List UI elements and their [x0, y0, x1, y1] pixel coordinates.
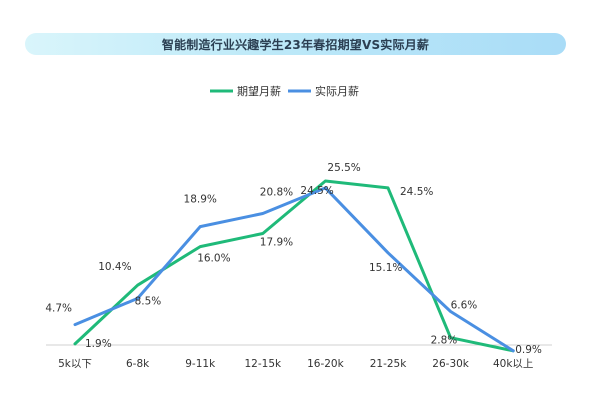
data-label: 2.8% — [431, 335, 458, 347]
series-line-0 — [73, 179, 515, 353]
x-tick-label: 16-20k — [307, 358, 345, 370]
data-label: 24.5% — [300, 185, 333, 197]
data-label: 18.9% — [184, 194, 217, 206]
series-line-1 — [73, 186, 515, 353]
data-label: 24.5% — [400, 186, 433, 198]
data-label: 20.8% — [260, 186, 293, 198]
data-label: 17.9% — [260, 236, 293, 248]
data-label: 1.9% — [85, 338, 112, 350]
legend-label-0: 期望月薪 — [237, 85, 281, 98]
data-label: 10.4% — [98, 261, 131, 273]
legend: 期望月薪 实际月薪 — [210, 84, 359, 98]
chart-title-banner: 智能制造行业兴趣学生23年春招期望VS实际月薪 — [25, 33, 566, 55]
legend-label-1: 实际月薪 — [315, 84, 359, 98]
chart-title: 智能制造行业兴趣学生23年春招期望VS实际月薪 — [161, 37, 430, 52]
x-tick-label: 21-25k — [370, 358, 408, 370]
data-label: 15.1% — [369, 262, 402, 274]
x-tick-label: 26-30k — [432, 358, 470, 370]
data-label: 25.5% — [327, 162, 360, 174]
data-label: 0.9% — [515, 344, 542, 356]
x-tick-label: 40k以上 — [493, 358, 533, 370]
data-label: 6.6% — [451, 299, 478, 311]
data-label: 4.7% — [45, 303, 72, 315]
x-tick-label: 9-11k — [185, 358, 216, 370]
data-label: 16.0% — [197, 253, 230, 265]
x-tick-label: 6-8k — [126, 358, 150, 370]
x-tick-label: 12-15k — [245, 358, 283, 370]
data-label: 8.5% — [135, 295, 162, 307]
x-tick-label: 5k以下 — [58, 358, 92, 370]
